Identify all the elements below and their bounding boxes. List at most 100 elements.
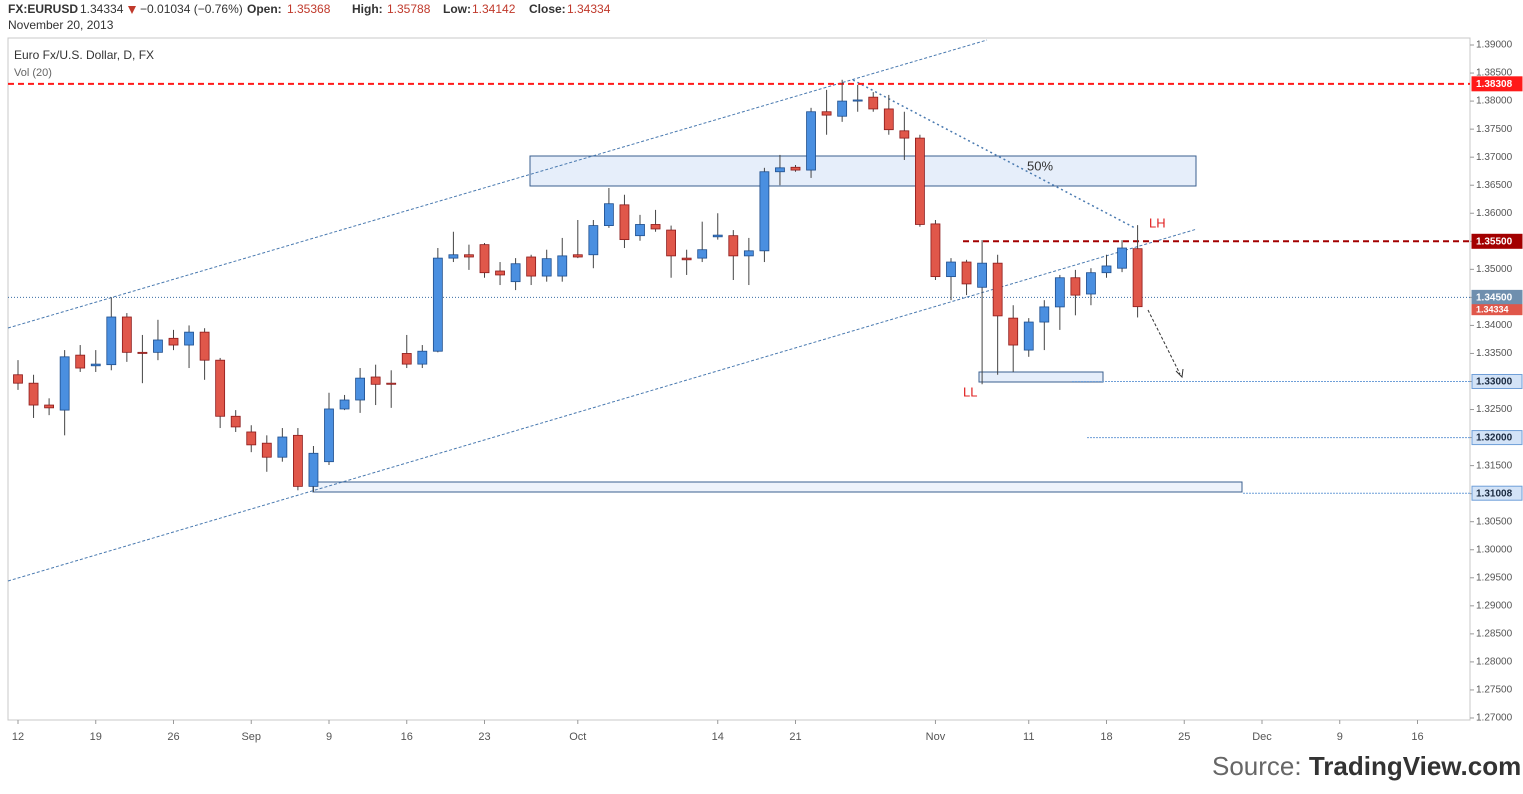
candle-body (821, 111, 832, 116)
price-label: 1.32000 (1476, 433, 1513, 444)
candle-body (417, 350, 428, 365)
candle-body (728, 235, 739, 257)
open-label: Open: (247, 2, 282, 16)
price-label: 1.31008 (1476, 488, 1513, 499)
x-tick-label: 21 (789, 731, 801, 743)
candle-body (355, 377, 366, 401)
annotation: LH (1149, 215, 1166, 230)
candle-body (604, 203, 614, 226)
candle-body (401, 353, 412, 365)
x-tick-label: 12 (12, 731, 24, 743)
candle-body (666, 229, 676, 257)
price-label-box (1471, 373, 1523, 389)
y-tick-label: 1.37500 (1476, 124, 1513, 135)
y-tick-label: 1.27500 (1476, 685, 1513, 696)
price-label-box (1471, 233, 1523, 249)
price-label: 1.34500 (1476, 293, 1513, 304)
source: Source: TradingView.com (1212, 751, 1521, 781)
y-tick-label: 1.36000 (1476, 208, 1513, 219)
price-label-box (1471, 430, 1523, 446)
candle-body (230, 415, 241, 428)
candle-body (215, 359, 226, 417)
source-name: TradingView.com (1309, 751, 1521, 781)
candle-body (324, 408, 334, 463)
candle-body (743, 250, 754, 257)
candle-body (759, 171, 770, 252)
candle-body (184, 331, 194, 346)
candle-body (59, 356, 70, 411)
candle-body (137, 351, 148, 354)
candle-body (292, 434, 303, 487)
candle-body (992, 262, 1003, 317)
candle-body (432, 257, 443, 352)
x-tick-label: 19 (90, 731, 102, 743)
candle-body (308, 452, 319, 487)
zone (978, 371, 1104, 383)
x-tick-label: 11 (1023, 731, 1034, 743)
candle-body (464, 254, 474, 258)
candle-body (930, 223, 941, 278)
candle-body (883, 108, 894, 131)
candle-body (75, 354, 86, 369)
candle-body (339, 399, 350, 410)
x-tick-label: 9 (1337, 731, 1343, 743)
close-value: 1.34334 (567, 2, 611, 16)
chart-subtitle: Vol (20) (14, 67, 52, 79)
x-tick-label: 14 (712, 731, 724, 743)
candle-body (977, 262, 987, 288)
y-tick-label: 1.33500 (1476, 348, 1513, 359)
y-tick-label: 1.31500 (1476, 460, 1513, 471)
source-prefix: Source: (1212, 751, 1302, 781)
x-tick-label: 25 (1178, 731, 1190, 743)
candle-body (1039, 306, 1050, 323)
candle-body (1023, 321, 1034, 351)
down-arrow (128, 6, 136, 14)
x-tick-label: Oct (569, 731, 586, 743)
zone (529, 155, 1197, 187)
candle-body (961, 261, 972, 285)
candle-body (90, 363, 101, 367)
candle-body (915, 137, 925, 225)
candle-body (121, 316, 132, 353)
y-tick-label: 1.32500 (1476, 404, 1513, 415)
x-tick-label: 23 (478, 731, 490, 743)
candle-body (106, 316, 117, 366)
y-tick-label: 1.29000 (1476, 600, 1513, 611)
candle-body (1054, 277, 1065, 308)
annotation: LL (963, 384, 977, 399)
candle-body (635, 224, 645, 237)
candle-body (775, 167, 785, 173)
low-value: 1.34142 (472, 2, 516, 16)
change: −0.01034 (−0.76%) (140, 2, 243, 16)
candle-body (588, 225, 599, 256)
candle-body (837, 100, 848, 117)
candle-body (790, 166, 801, 171)
annotation: 50% (1027, 158, 1053, 173)
candle-body (868, 96, 879, 110)
candle-body (681, 257, 692, 261)
x-tick-label: Sep (241, 731, 261, 743)
price-label: 1.33000 (1476, 377, 1513, 388)
x-tick-label: 9 (326, 731, 332, 743)
channel-line (7, 228, 1198, 582)
y-tick-label: 1.30000 (1476, 544, 1513, 555)
trend-line (852, 79, 1136, 229)
y-tick-label: 1.34000 (1476, 320, 1513, 331)
x-tick-label: Dec (1252, 731, 1272, 743)
open-value: 1.35368 (287, 2, 331, 16)
candle-body (852, 99, 863, 102)
plot-area (7, 37, 1471, 721)
x-tick-label: 16 (401, 731, 413, 743)
y-tick-label: 1.37000 (1476, 152, 1513, 163)
candle-body (541, 258, 552, 277)
y-tick-label: 1.35000 (1476, 264, 1513, 275)
candle-body (712, 234, 723, 238)
candle-body (650, 224, 661, 230)
price-label: 1.38308 (1476, 79, 1513, 90)
price-label: 1.35500 (1476, 236, 1513, 247)
x-tick-label: 18 (1100, 731, 1112, 743)
x-tick-label: 26 (167, 731, 179, 743)
y-tick-label: 1.28000 (1476, 657, 1513, 668)
candle-body (153, 339, 163, 353)
